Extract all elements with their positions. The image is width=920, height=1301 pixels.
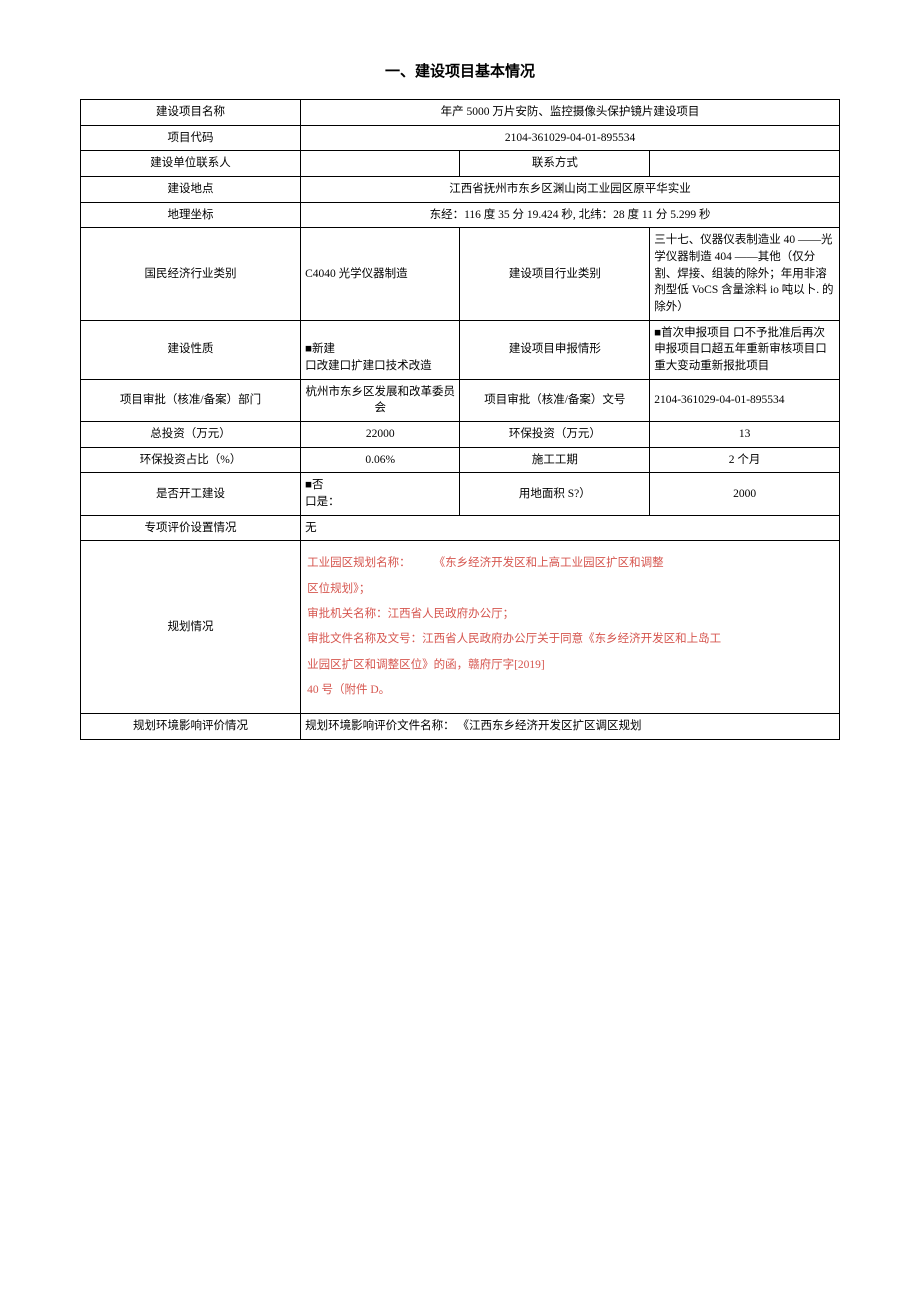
planning-text: 审批机关名称：江西省人民政府办公厅； bbox=[307, 602, 833, 627]
table-row: 是否开工建设 ■否 口是： 用地面积 S?） 2000 bbox=[81, 473, 840, 515]
planning-text: 业园区扩区和调整区位》的函，赣府厅字[2019] bbox=[307, 653, 833, 678]
cell-label: 环保投资（万元） bbox=[460, 422, 650, 448]
cell-label: 地理坐标 bbox=[81, 202, 301, 228]
table-row: 项目代码 2104-361029-04-01-895534 bbox=[81, 125, 840, 151]
option-text: ■否 bbox=[305, 477, 455, 494]
cell-label: 项目代码 bbox=[81, 125, 301, 151]
table-row: 专项评价设置情况 无 bbox=[81, 515, 840, 541]
cell-value: 规划环境影响评价文件名称： 《江西东乡经济开发区扩区调区规划 bbox=[301, 714, 840, 740]
cell-label: 项目审批（核准/备案）部门 bbox=[81, 379, 301, 421]
project-info-table: 建设项目名称 年产 5000 万片安防、监控摄像头保护镜片建设项目 项目代码 2… bbox=[80, 99, 840, 740]
cell-value: 2104-361029-04-01-895534 bbox=[650, 379, 840, 421]
table-row: 总投资（万元） 22000 环保投资（万元） 13 bbox=[81, 422, 840, 448]
cell-value: 三十七、仪器仪表制造业 40 ——光学仪器制造 404 ——其他（仅分割、焊接、… bbox=[650, 228, 840, 320]
table-row: 国民经济行业类别 C4040 光学仪器制造 建设项目行业类别 三十七、仪器仪表制… bbox=[81, 228, 840, 320]
table-row: 规划情况 工业园区规划名称： 《东乡经济开发区和上高工业园区扩区和调整 区位规划… bbox=[81, 541, 840, 714]
cell-label: 建设地点 bbox=[81, 177, 301, 203]
table-row: 建设单位联系人 联系方式 bbox=[81, 151, 840, 177]
cell-value: 年产 5000 万片安防、监控摄像头保护镜片建设项目 bbox=[301, 100, 840, 126]
planning-text: 区位规划》； bbox=[307, 577, 833, 602]
cell-value: 东经：116 度 35 分 19.424 秒, 北纬：28 度 11 分 5.2… bbox=[301, 202, 840, 228]
cell-value: 2000 bbox=[650, 473, 840, 515]
cell-label: 环保投资占比（%） bbox=[81, 447, 301, 473]
cell-label: 建设单位联系人 bbox=[81, 151, 301, 177]
planning-text: 审批文件名称及文号：江西省人民政府办公厅关于同意《东乡经济开发区和上岛工 bbox=[307, 627, 833, 652]
cell-value: ■新建 口改建口扩建口技术改造 bbox=[301, 320, 460, 379]
cell-label: 施工工期 bbox=[460, 447, 650, 473]
table-row: 地理坐标 东经：116 度 35 分 19.424 秒, 北纬：28 度 11 … bbox=[81, 202, 840, 228]
cell-value bbox=[301, 151, 460, 177]
section-heading: 一、建设项目基本情况 bbox=[80, 60, 840, 81]
table-row: 项目审批（核准/备案）部门 杭州市东乡区发展和改革委员会 项目审批（核准/备案）… bbox=[81, 379, 840, 421]
cell-value: 无 bbox=[301, 515, 840, 541]
cell-label: 国民经济行业类别 bbox=[81, 228, 301, 320]
cell-label: 专项评价设置情况 bbox=[81, 515, 301, 541]
cell-value: 杭州市东乡区发展和改革委员会 bbox=[301, 379, 460, 421]
cell-label: 是否开工建设 bbox=[81, 473, 301, 515]
cell-value: 2104-361029-04-01-895534 bbox=[301, 125, 840, 151]
cell-label: 建设项目名称 bbox=[81, 100, 301, 126]
planning-text: 工业园区规划名称： 《东乡经济开发区和上高工业园区扩区和调整 bbox=[307, 551, 833, 576]
cell-label: 建设性质 bbox=[81, 320, 301, 379]
cell-label: 建设项目行业类别 bbox=[460, 228, 650, 320]
cell-value: 江西省抚州市东乡区渊山岗工业园区原平华实业 bbox=[301, 177, 840, 203]
cell-value: 13 bbox=[650, 422, 840, 448]
text-part: 工业园区规划名称： bbox=[307, 557, 411, 569]
cell-label: 总投资（万元） bbox=[81, 422, 301, 448]
cell-value bbox=[650, 151, 840, 177]
option-text: 口改建口扩建口技术改造 bbox=[305, 358, 455, 375]
cell-label: 建设项目申报情形 bbox=[460, 320, 650, 379]
cell-value: C4040 光学仪器制造 bbox=[301, 228, 460, 320]
cell-label: 联系方式 bbox=[460, 151, 650, 177]
cell-value: 工业园区规划名称： 《东乡经济开发区和上高工业园区扩区和调整 区位规划》； 审批… bbox=[301, 541, 840, 714]
cell-label: 项目审批（核准/备案）文号 bbox=[460, 379, 650, 421]
table-row: 建设性质 ■新建 口改建口扩建口技术改造 建设项目申报情形 ■首次申报项目 口不… bbox=[81, 320, 840, 379]
cell-label: 规划环境影响评价情况 bbox=[81, 714, 301, 740]
cell-label: 规划情况 bbox=[81, 541, 301, 714]
cell-value: 22000 bbox=[301, 422, 460, 448]
table-row: 建设项目名称 年产 5000 万片安防、监控摄像头保护镜片建设项目 bbox=[81, 100, 840, 126]
table-row: 环保投资占比（%） 0.06% 施工工期 2 个月 bbox=[81, 447, 840, 473]
table-row: 建设地点 江西省抚州市东乡区渊山岗工业园区原平华实业 bbox=[81, 177, 840, 203]
table-row: 规划环境影响评价情况 规划环境影响评价文件名称： 《江西东乡经济开发区扩区调区规… bbox=[81, 714, 840, 740]
cell-value: ■首次申报项目 口不予批准后再次申报项目口超五年重新审核项目口重大变动重新报批项… bbox=[650, 320, 840, 379]
cell-label: 用地面积 S?） bbox=[460, 473, 650, 515]
cell-value: 2 个月 bbox=[650, 447, 840, 473]
cell-value: 0.06% bbox=[301, 447, 460, 473]
text-part: 《东乡经济开发区和上高工业园区扩区和调整 bbox=[434, 557, 664, 569]
cell-value: ■否 口是： bbox=[301, 473, 460, 515]
planning-text: 40 号（附件 D。 bbox=[307, 678, 833, 703]
option-text: ■新建 bbox=[305, 341, 455, 358]
option-text: 口是： bbox=[305, 494, 455, 511]
